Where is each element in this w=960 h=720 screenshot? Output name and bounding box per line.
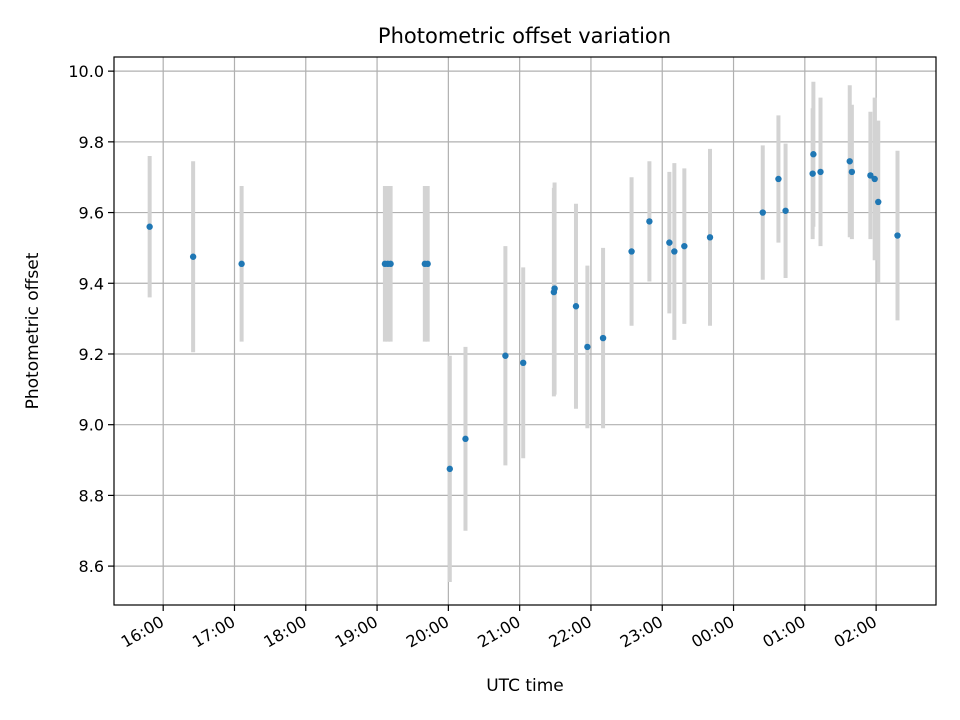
y-tick-label: 9.0 [79, 416, 104, 435]
data-point [848, 168, 856, 176]
y-tick-label: 9.4 [79, 274, 104, 293]
x-tick-label: 16:00 [118, 612, 167, 652]
y-tick-label: 8.8 [79, 486, 104, 505]
plot-area-frame [113, 56, 937, 606]
x-tick-label: 19:00 [332, 612, 381, 652]
data-point [681, 242, 688, 250]
chart-title: Photometric offset variation [378, 24, 671, 48]
data-point [238, 260, 245, 268]
y-tick-label: 10.0 [68, 62, 104, 81]
error-bars [147, 81, 900, 583]
data-point [446, 465, 453, 473]
data-point [759, 209, 766, 216]
data-point [809, 170, 816, 177]
data-point [775, 175, 782, 183]
x-tick-label: 18:00 [260, 612, 309, 652]
data-point [894, 232, 901, 239]
data-point [462, 435, 469, 443]
x-tick-label: 00:00 [688, 612, 737, 652]
data-point [646, 218, 653, 225]
data-point [871, 175, 878, 183]
y-axis-ticks: 8.6 8.8 9.0 9.2 9.4 9.6 9.8 10.0 [68, 62, 114, 576]
data-point [782, 207, 789, 214]
data-point [502, 352, 509, 359]
data-point [875, 198, 882, 206]
data-point [706, 234, 714, 241]
data-point [599, 334, 607, 342]
data-point [424, 260, 431, 268]
data-point [572, 303, 580, 310]
y-tick-label: 8.6 [79, 557, 104, 576]
data-point [189, 253, 197, 260]
y-tick-label: 9.8 [79, 133, 104, 152]
data-point [817, 168, 824, 176]
data-point [551, 285, 558, 292]
data-point [671, 248, 678, 255]
data-point [867, 172, 874, 179]
data-point [846, 158, 853, 165]
data-point [810, 151, 817, 158]
data-points [146, 151, 901, 473]
x-tick-label: 23:00 [617, 612, 666, 652]
data-point [628, 248, 635, 255]
x-tick-label: 22:00 [546, 612, 595, 652]
y-tick-label: 9.6 [79, 204, 104, 223]
x-tick-label: 20:00 [403, 612, 452, 652]
x-tick-label: 02:00 [831, 612, 880, 652]
y-axis-label: Photometric offset [23, 252, 43, 409]
x-axis-ticks: 16:00 17:00 18:00 19:00 20:00 21:00 22:00 23:00… [118, 605, 880, 652]
data-point [666, 239, 673, 246]
data-point [584, 343, 591, 351]
x-axis-label: UTC time [486, 676, 564, 696]
x-tick-label: 21:00 [474, 612, 523, 652]
x-tick-label: 01:00 [759, 612, 808, 652]
data-point [387, 260, 394, 268]
x-tick-label: 17:00 [189, 612, 238, 652]
data-point [520, 359, 527, 367]
y-tick-label: 9.2 [79, 345, 104, 364]
data-point [146, 223, 153, 230]
